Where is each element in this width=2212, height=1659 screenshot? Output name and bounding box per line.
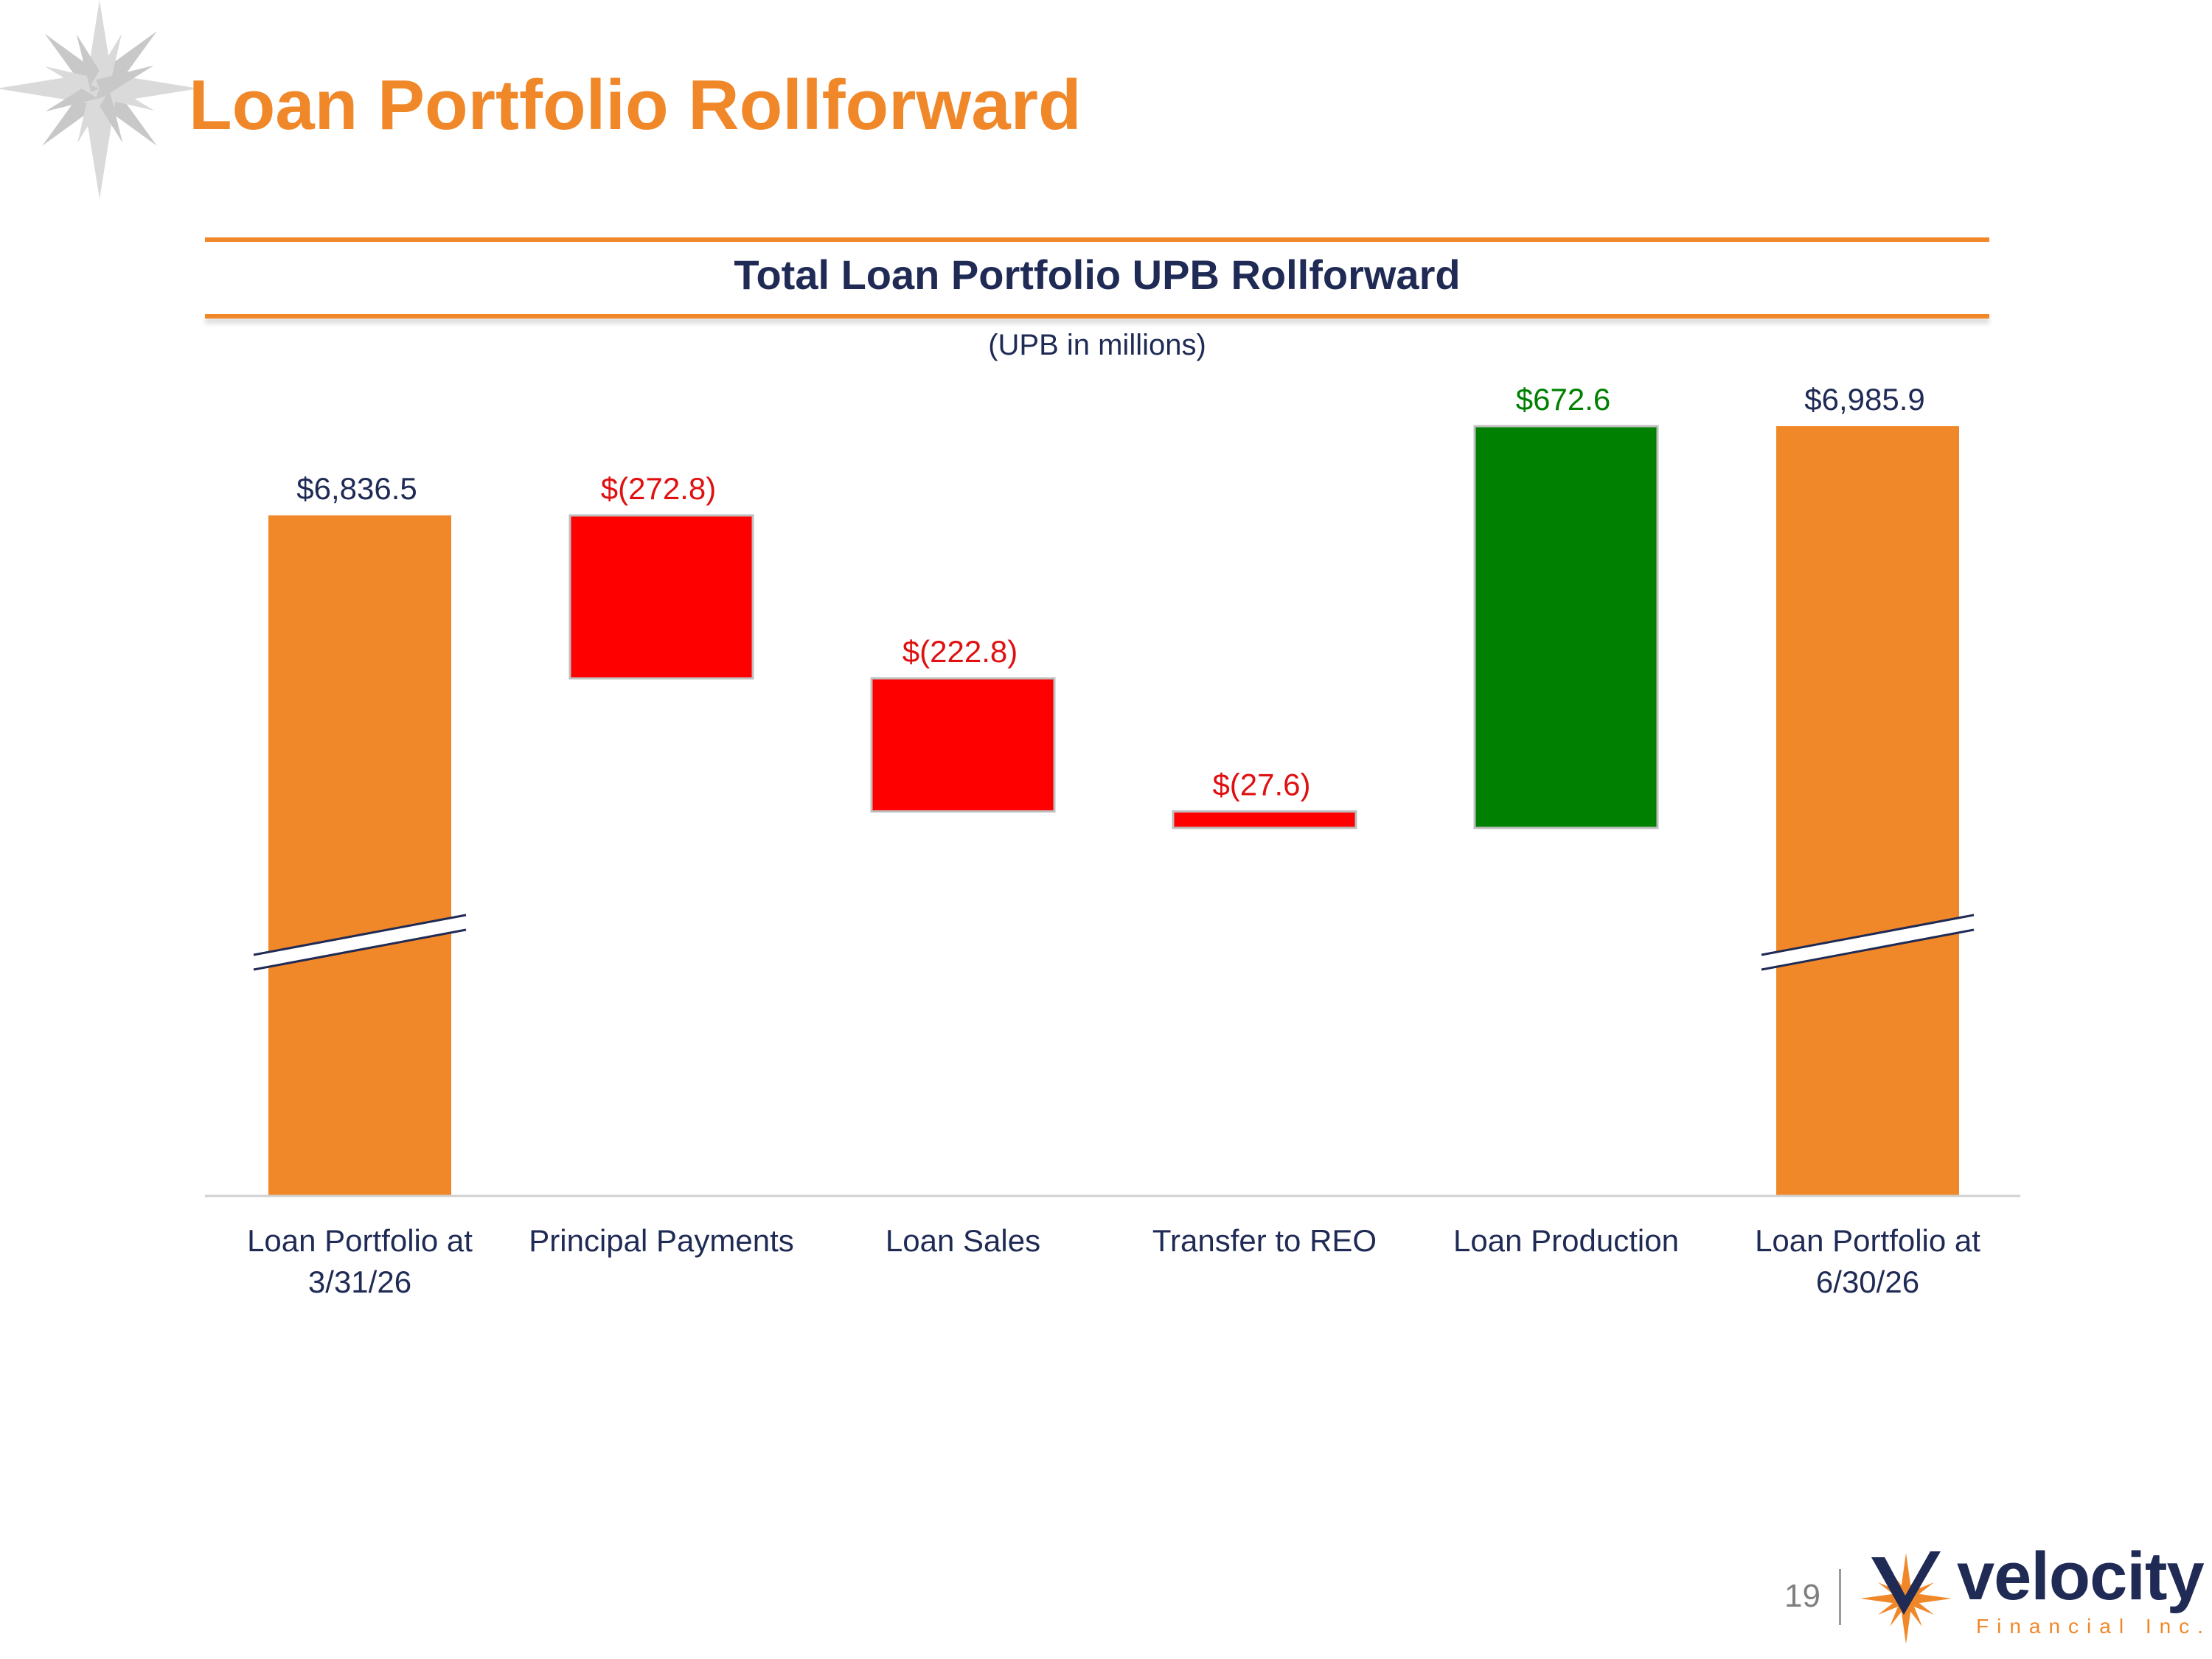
chart-title-top-rule bbox=[205, 237, 1989, 242]
category-label-3: Loan Sales bbox=[886, 1223, 1040, 1258]
page-number: 19 bbox=[1784, 1578, 1820, 1614]
decorative-star-icon bbox=[0, 0, 199, 199]
footer-divider bbox=[1839, 1569, 1841, 1625]
data-label-4: $(27.6) bbox=[1212, 767, 1310, 801]
category-label-4: Transfer to REO bbox=[1152, 1223, 1377, 1258]
chart-title-bottom-rule bbox=[205, 314, 1989, 319]
data-label-1: $6,836.5 bbox=[296, 471, 417, 506]
velocity-logo-icon bbox=[1860, 1551, 1952, 1643]
category-label-2: Principal Payments bbox=[529, 1223, 793, 1258]
data-label-3: $(222.8) bbox=[902, 634, 1018, 669]
axis-break-6 bbox=[1761, 914, 1975, 971]
category-label-1: Loan Portfolio at 3/31/26 bbox=[247, 1223, 473, 1299]
data-label-6: $6,985.9 bbox=[1804, 382, 1925, 417]
bar-3 bbox=[870, 677, 1056, 813]
bar-5 bbox=[1473, 425, 1659, 830]
data-label-2: $(272.8) bbox=[601, 471, 716, 506]
slide-title: Loan Portfolio Rollforward bbox=[189, 66, 1082, 145]
logo-wordmark: velocity bbox=[1957, 1539, 2205, 1614]
category-label-5: Loan Production bbox=[1453, 1223, 1679, 1258]
bar-2 bbox=[568, 514, 754, 680]
data-label-5: $672.6 bbox=[1516, 382, 1610, 417]
bar-6 bbox=[1776, 426, 1959, 1196]
chart-title: Total Loan Portfolio UPB Rollforward bbox=[734, 251, 1461, 298]
axis-break-1 bbox=[253, 914, 467, 971]
chart-subtitle: (UPB in millions) bbox=[988, 329, 1206, 361]
bar-4 bbox=[1172, 810, 1357, 830]
logo-subtitle: Financial Inc. bbox=[1976, 1615, 2211, 1638]
bar-1 bbox=[268, 515, 451, 1196]
waterfall-chart: $6,836.5 $(272.8) $(222.8) $(27.6) $672.6 $6,… bbox=[205, 382, 2020, 1299]
category-label-6: Loan Portfolio at 6/30/26 bbox=[1755, 1223, 1980, 1299]
